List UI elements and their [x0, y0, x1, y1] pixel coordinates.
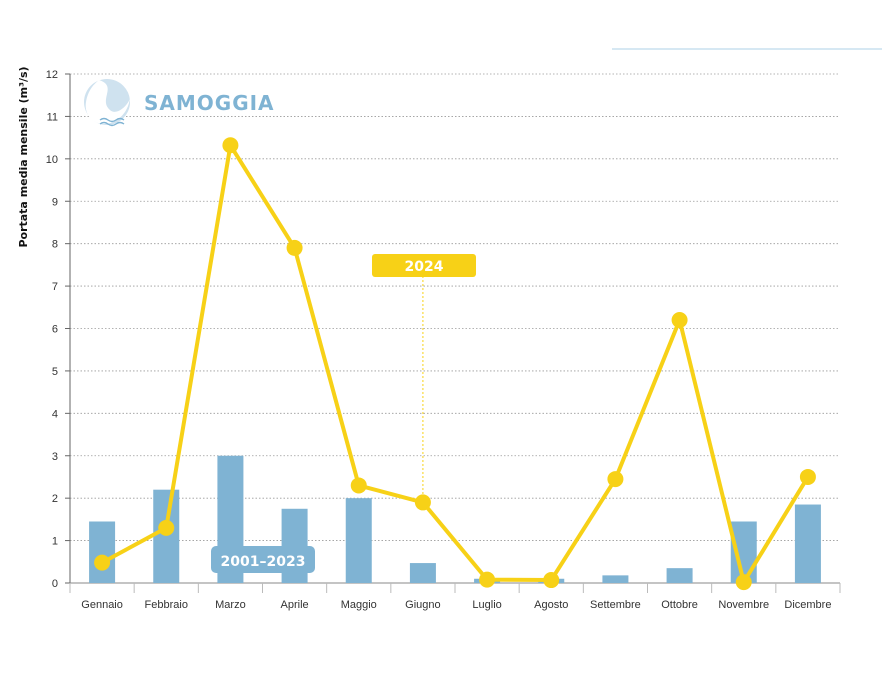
brand-name: SAMOGGIA: [144, 91, 275, 115]
series-label-bars: 2001–2023: [211, 546, 315, 573]
bar: [345, 498, 372, 583]
bar: [89, 521, 116, 583]
x-axis: Gennaio Febbraio Marzo Aprile Maggio Giugno Lu…: [69, 582, 841, 611]
series-label-line-text: 2024: [405, 259, 444, 275]
series-label-line: 2024: [372, 254, 476, 495]
y-tick-label: 7: [52, 281, 58, 293]
x-tick-label: Aprile: [281, 599, 309, 611]
gridlines: [70, 73, 840, 541]
series-line: [101, 143, 810, 585]
x-tick-label: Febbraio: [145, 599, 188, 611]
bar: [602, 575, 629, 583]
y-tick-label: 6: [52, 324, 58, 336]
y-tick-label: 8: [52, 239, 58, 251]
y-tick-label: 0: [52, 578, 58, 590]
y-tick-label: 12: [46, 69, 58, 81]
x-tick-label: Maggio: [341, 599, 377, 611]
y-axis-label: Portata media mensile (m³/s): [17, 66, 30, 247]
data-point: [479, 571, 496, 588]
bar: [153, 489, 180, 583]
data-point: [671, 312, 688, 329]
y-tick-label: 4: [52, 408, 58, 420]
line-series-2024: [94, 137, 816, 591]
data-point: [414, 494, 431, 511]
data-point: [799, 468, 816, 485]
data-point: [286, 239, 303, 256]
data-point: [158, 519, 175, 536]
data-point: [735, 574, 752, 591]
y-tick-label: 10: [46, 154, 58, 166]
x-tick-label: Agosto: [534, 599, 568, 611]
data-point: [543, 572, 560, 589]
y-tick-label: 1: [52, 536, 58, 548]
bar: [409, 563, 436, 583]
x-tick-label: Ottobre: [661, 599, 698, 611]
data-point: [222, 137, 239, 154]
x-tick-label: Dicembre: [784, 599, 831, 611]
series-label-bars-text: 2001–2023: [221, 554, 306, 570]
river-drop-icon: [84, 79, 130, 127]
y-tick-label: 2: [52, 493, 58, 505]
data-point: [94, 554, 111, 571]
bar: [794, 504, 821, 583]
y-tick-label: 3: [52, 451, 58, 463]
y-tick-label: 9: [52, 196, 58, 208]
x-tick-label: Giugno: [405, 599, 440, 611]
x-tick-label: Settembre: [590, 599, 641, 611]
y-tick-label: 11: [47, 111, 58, 123]
data-point: [607, 471, 624, 488]
x-tick-label: Gennaio: [81, 599, 123, 611]
brand-logo: SAMOGGIA: [84, 79, 275, 127]
x-tick-label: Luglio: [472, 599, 501, 611]
data-point: [350, 477, 367, 494]
bar-series-2001-2023: [89, 455, 821, 583]
x-tick-label: Novembre: [718, 599, 769, 611]
bar: [666, 568, 693, 583]
y-tick-label: 5: [52, 366, 58, 378]
x-tick-label: Marzo: [215, 599, 246, 611]
